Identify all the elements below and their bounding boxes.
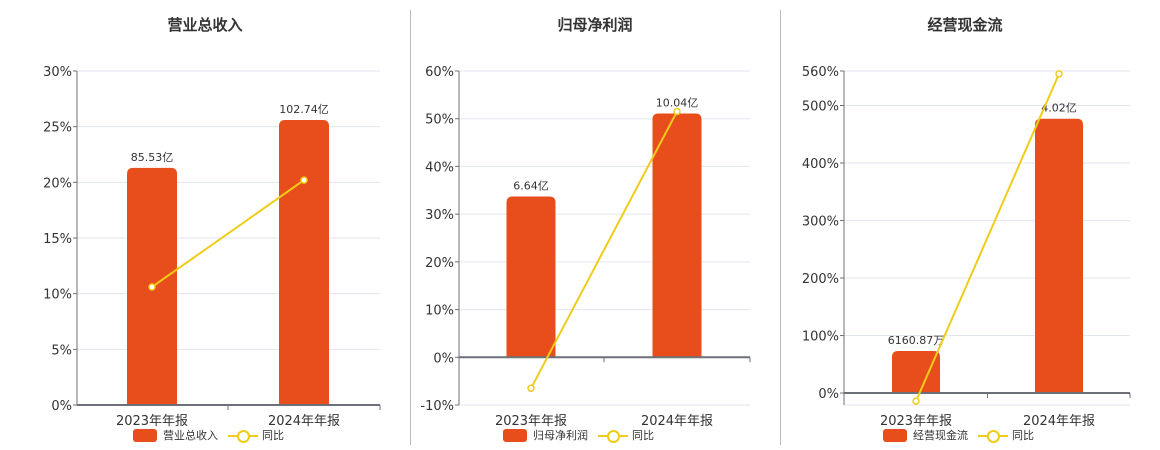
yoy-point[interactable]	[1055, 70, 1063, 78]
chart-title: 营业总收入	[167, 16, 243, 34]
y-tick-label: 500%	[802, 100, 839, 115]
yoy-point[interactable]	[673, 107, 681, 116]
y-tick-label: 20%	[43, 176, 72, 191]
bar-value-label: 102.74亿	[279, 103, 329, 116]
legend-line-marker-icon[interactable]	[598, 429, 628, 443]
y-tick-label: 100%	[802, 330, 839, 345]
yoy-line	[151, 179, 305, 288]
y-tick-label: 15%	[43, 232, 72, 247]
x-category-label: 2024年年报	[641, 414, 713, 429]
bar[interactable]	[506, 196, 556, 358]
y-tick-label: 0%	[51, 399, 72, 414]
bar[interactable]	[1035, 118, 1083, 394]
yoy-point[interactable]	[527, 384, 535, 393]
chart-operating-cash-flow: 0% 100% 200% 300% 400% 500% 560% 6160.87万 4.02亿 2…	[802, 65, 1131, 429]
x-category-label: 2023年年报	[495, 414, 567, 429]
bar-value-label: 10.04亿	[656, 96, 699, 109]
yoy-line	[915, 73, 1060, 402]
bar[interactable]	[279, 119, 329, 405]
y-tick-label: 50%	[425, 113, 454, 128]
y-tick-label: 10%	[425, 304, 454, 319]
bar[interactable]	[652, 113, 702, 358]
yoy-point[interactable]	[148, 283, 156, 291]
y-tick-label: 5%	[51, 343, 72, 358]
x-category-label: 2024年年报	[1023, 414, 1095, 429]
yoy-point[interactable]	[300, 176, 308, 184]
y-tick-label: 30%	[425, 208, 454, 223]
legend-line-marker-icon[interactable]	[228, 429, 258, 443]
y-tick-label: 60%	[425, 65, 454, 80]
yoy-point[interactable]	[912, 397, 920, 405]
legend-bar-swatch[interactable]	[883, 428, 907, 442]
bar-value-label: 85.53亿	[131, 151, 174, 164]
legend-line-label[interactable]: 同比	[632, 429, 654, 442]
y-tick-label: 20%	[425, 256, 454, 271]
y-tick-label: 30%	[43, 65, 72, 80]
legend-bar-label[interactable]: 营业总收入	[163, 429, 218, 442]
y-tick-label: 40%	[425, 160, 454, 175]
legend-line-label[interactable]: 同比	[1012, 429, 1034, 442]
y-tick-label: 25%	[43, 121, 72, 136]
y-tick-label: 400%	[802, 157, 839, 172]
bar[interactable]	[892, 351, 940, 394]
y-tick-label: 560%	[802, 65, 839, 80]
chart-legend: 营业总收入 同比	[133, 427, 284, 443]
bar-value-label: 6160.87万	[888, 334, 945, 347]
chart-title: 归母净利润	[557, 16, 633, 34]
chart-panel-net-profit: 归母净利润 -10% 0% 10% 20% 30% 40% 50% 60% 6.64亿 10.04…	[410, 0, 780, 450]
chart-legend: 经营现金流 同比	[883, 427, 1034, 443]
y-tick-label: 0%	[818, 387, 839, 402]
x-category-label: 2024年年报	[268, 414, 340, 429]
y-tick-label: 0%	[433, 351, 454, 366]
legend-line-marker-icon[interactable]	[978, 429, 1008, 443]
legend-bar-swatch[interactable]	[503, 428, 527, 442]
y-tick-label: 200%	[802, 272, 839, 287]
y-tick-label: 10%	[43, 288, 72, 303]
y-tick-label: -10%	[420, 399, 454, 414]
legend-bar-label[interactable]: 经营现金流	[913, 429, 968, 442]
chart-net-profit: -10% 0% 10% 20% 30% 40% 50% 60% 6.64亿 10.04亿 2023年…	[420, 65, 751, 429]
panel-divider	[780, 10, 781, 445]
panel-divider	[410, 10, 411, 445]
bar-value-label: 4.02亿	[1041, 102, 1077, 115]
chart-panel-operating-cash-flow: 经营现金流 0% 100% 200% 300% 400% 500% 560% 6160.87万…	[780, 0, 1160, 450]
legend-bar-label[interactable]: 归母净利润	[533, 429, 588, 442]
chart-legend: 归母净利润 同比	[503, 427, 654, 443]
legend-bar-swatch[interactable]	[133, 428, 157, 442]
chart-panel-revenue: 营业总收入 0% 5% 10% 15% 20% 25% 30% 85.53亿 102.74亿 20…	[0, 0, 400, 450]
bar-value-label: 6.64亿	[513, 179, 549, 192]
yoy-line	[530, 111, 678, 389]
x-category-label: 2023年年报	[116, 414, 188, 429]
chart-title: 经营现金流	[927, 16, 1003, 34]
chart-revenue: 0% 5% 10% 15% 20% 25% 30% 85.53亿 102.74亿 2023年年报 2…	[43, 65, 381, 429]
y-tick-label: 300%	[802, 215, 839, 230]
legend-line-label[interactable]: 同比	[262, 429, 284, 442]
x-category-label: 2023年年报	[880, 414, 952, 429]
